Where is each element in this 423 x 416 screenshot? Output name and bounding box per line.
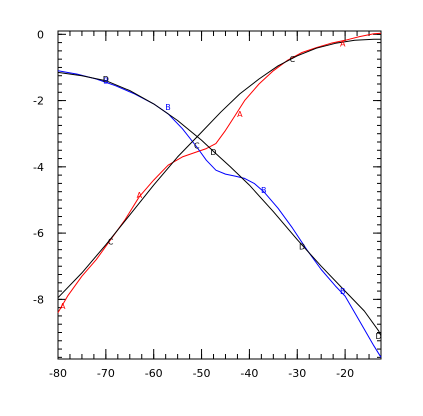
x-tick-label: -20 (336, 367, 354, 380)
marker-group: A A A A B B B B C C C D D D D (60, 39, 382, 341)
y-tick-label: 0 (37, 28, 44, 41)
marker-d: D (210, 148, 216, 157)
marker-a: A (60, 302, 66, 311)
marker-d: D (299, 242, 305, 251)
marker-a: A (137, 191, 143, 200)
x-tick-label: -80 (49, 367, 67, 380)
y-tick-label: -4 (33, 161, 44, 174)
marker-d: D (103, 75, 109, 84)
marker-d: D (376, 332, 382, 341)
x-tick-label: -70 (97, 367, 115, 380)
y-tick-label: -8 (33, 293, 44, 306)
plot-frame (57, 30, 382, 360)
marker-b: B (340, 287, 346, 296)
axes: -80 -70 -60 -50 -40 -30 -20 0 -2 -4 -6 -8 (33, 28, 382, 380)
series-line-d (57, 71, 382, 337)
x-tick-label: -50 (193, 367, 211, 380)
x-tick-label: -60 (145, 367, 163, 380)
marker-c: C (194, 141, 200, 150)
x-tick-label: -30 (288, 367, 306, 380)
marker-b: B (165, 103, 171, 112)
y-tick-label: -2 (33, 95, 44, 108)
marker-b: B (261, 186, 267, 195)
marker-a: A (237, 110, 243, 119)
marker-c: C (108, 237, 114, 246)
marker-c: C (290, 55, 296, 64)
marker-b: B (103, 77, 109, 86)
series-line-c (57, 38, 381, 299)
x-tick-label: -40 (240, 367, 258, 380)
series-group (57, 32, 382, 358)
marker-a: A (340, 39, 346, 48)
y-tick-label: -6 (33, 227, 44, 240)
